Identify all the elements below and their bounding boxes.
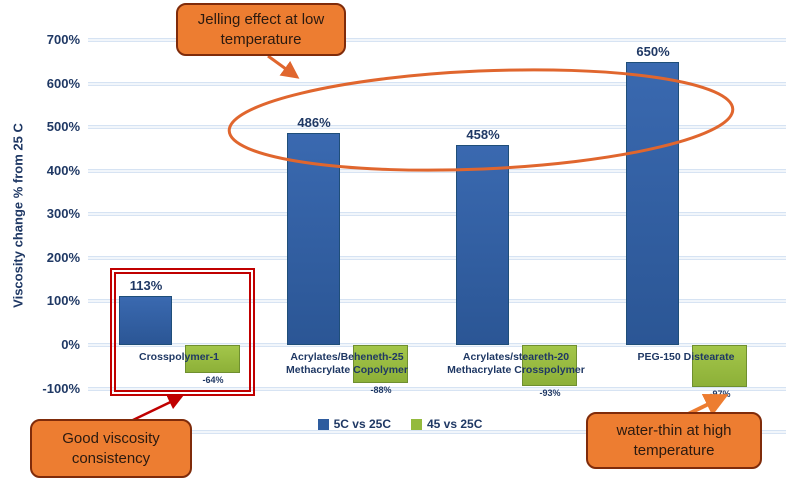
gridline-300	[88, 212, 786, 217]
y-tick-label--100: -100%	[42, 380, 80, 396]
legend-item-0: 5C vs 25C	[317, 417, 391, 431]
bar-value-cold-3: 650%	[636, 43, 670, 59]
highlight-rectangle	[110, 268, 255, 396]
y-tick-label-300: 300%	[46, 206, 80, 222]
legend-label-0: 5C vs 25C	[333, 417, 391, 431]
gridline-100	[88, 299, 786, 304]
bar-hot-1	[353, 345, 408, 384]
legend-swatch-0	[317, 418, 329, 430]
category-label-2: Acrylates/steareth-20 Methacrylate Crossp…	[447, 351, 585, 376]
bar-value-cold-1: 486%	[297, 115, 331, 131]
bar-cold-0	[119, 295, 172, 345]
bar-cold-1	[287, 133, 340, 345]
callout-water-thin: water-thin at high temperature	[586, 412, 762, 469]
bar-value-hot-3: -97%	[709, 389, 731, 400]
gridline-700	[88, 38, 786, 42]
highlight-rectangle-inner	[114, 272, 251, 392]
gridline--200	[88, 430, 786, 435]
y-tick-label-700: 700%	[46, 32, 80, 47]
y-tick-label-600: 600%	[46, 75, 80, 91]
callout-jelling-effect: Jelling effect at low temperature	[176, 3, 346, 56]
y-tick-label-100: 100%	[46, 293, 80, 309]
legend-swatch-1	[410, 418, 422, 430]
gridline--100	[88, 386, 786, 391]
bar-cold-2	[456, 145, 509, 345]
category-label-3: PEG-150 Distearate	[637, 351, 735, 363]
category-label-0: Crosspolymer-1	[139, 351, 219, 363]
category-label-1: Acrylates/Beheneth-25 Methacrylate Copoly…	[286, 351, 408, 376]
bar-hot-0	[185, 345, 240, 373]
y-tick-label-500: 500%	[46, 119, 80, 135]
legend-label-1: 45 vs 25C	[426, 417, 483, 431]
bar-hot-3	[692, 345, 747, 388]
callout-good-viscosity: Good viscosity consistency	[30, 419, 192, 478]
bar-value-cold-0: 113%	[129, 277, 163, 293]
gridline-200	[88, 255, 786, 260]
bar-hot-2	[522, 345, 577, 386]
legend-item-1: 45 vs 25C	[410, 417, 483, 431]
bar-value-hot-0: -64%	[202, 374, 224, 385]
bar-cold-3	[626, 61, 679, 345]
gridline-0	[88, 343, 786, 347]
bar-value-hot-2: -93%	[539, 387, 561, 398]
y-tick-label-200: 200%	[46, 249, 80, 265]
y-tick-label-400: 400%	[46, 162, 80, 178]
bar-value-hot-1: -88%	[370, 385, 392, 396]
y-tick-label-0: 0%	[61, 337, 80, 352]
chart-legend: 5C vs 25C 45 vs 25C	[0, 417, 800, 431]
bar-value-cold-2: 458%	[466, 127, 500, 143]
